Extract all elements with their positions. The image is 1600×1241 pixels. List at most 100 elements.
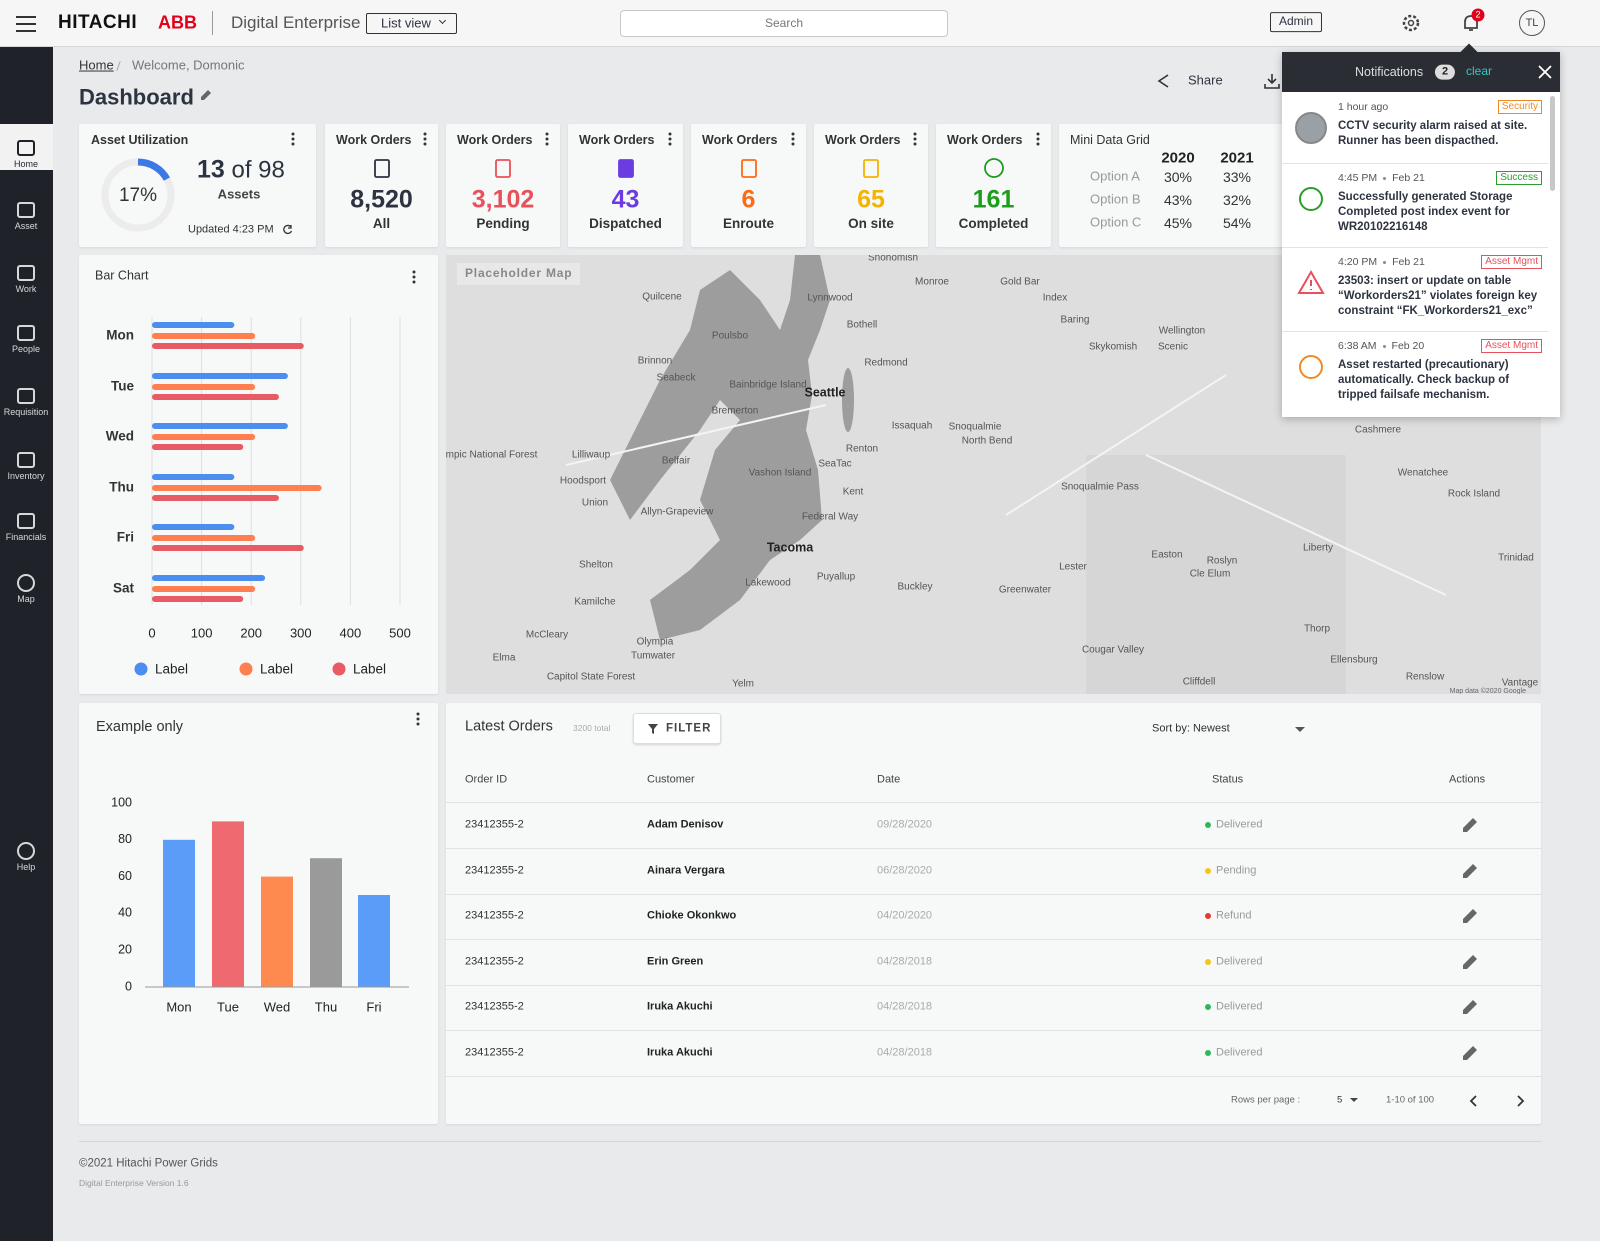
order-id: 23412355-2 — [465, 1001, 524, 1014]
edit-button[interactable] — [1462, 954, 1478, 970]
sidebar-icon[interactable] — [16, 138, 36, 158]
icon-shape — [17, 140, 35, 156]
share-button[interactable]: Share — [1188, 72, 1223, 88]
sidebar-label[interactable]: Financials — [5, 531, 47, 542]
order-date: 06/28/2020 — [877, 864, 933, 877]
view-label: List view — [381, 15, 431, 31]
edit-title-button[interactable] — [199, 88, 213, 102]
search-box[interactable]: Search — [620, 10, 948, 37]
map-place: Issaquah — [892, 421, 933, 432]
clear-button[interactable]: clear — [1466, 64, 1493, 79]
map-place: Lester — [1059, 562, 1087, 573]
more-menu[interactable] — [913, 132, 917, 146]
notification-tag: Asset Mgmt — [1481, 339, 1542, 353]
map-place: Bremerton — [712, 406, 759, 417]
dot — [668, 142, 672, 146]
work-order-card[interactable] — [936, 124, 1051, 247]
status: Refund — [1216, 909, 1252, 922]
work-order-icon — [863, 159, 879, 178]
gauge-label: 17% — [118, 185, 158, 207]
sidebar-label[interactable]: Help — [16, 861, 36, 872]
work-order-card[interactable] — [814, 124, 928, 247]
sort-select[interactable]: Sort by: Newest — [1152, 722, 1230, 735]
status: Delivered — [1216, 1046, 1263, 1059]
map-place: North Bend — [962, 436, 1013, 447]
edit-button[interactable] — [1462, 908, 1478, 924]
sidebar-icon[interactable] — [16, 450, 36, 470]
sidebar-label[interactable]: Inventory — [7, 470, 45, 481]
edit-button[interactable] — [1462, 1045, 1478, 1061]
edit-button[interactable] — [1462, 863, 1478, 879]
grid-cell: 33% — [1222, 168, 1252, 185]
menu-button[interactable] — [16, 14, 36, 32]
sidebar-label[interactable]: Work — [15, 283, 37, 294]
more-menu[interactable] — [545, 132, 549, 146]
sidebar-icon[interactable] — [16, 511, 36, 531]
breadcrumb-current: Welcome, Domonic — [132, 57, 245, 73]
map-place: Seabeck — [657, 373, 697, 384]
refresh-button[interactable] — [282, 224, 293, 235]
page-button[interactable] — [1515, 1094, 1526, 1108]
more-menu[interactable] — [412, 270, 416, 284]
time: 1 hour ago — [1338, 100, 1389, 113]
map-label: Placeholder Map — [457, 263, 581, 285]
pencil — [1463, 1000, 1477, 1015]
share-icon[interactable] — [1155, 72, 1173, 90]
breadcrumb-home[interactable]: Home — [79, 57, 114, 73]
map-place: Cle Elum — [1190, 569, 1231, 580]
sidebar-icon[interactable] — [16, 386, 36, 406]
avatar[interactable]: TL — [1519, 10, 1545, 36]
sidebar-icon[interactable] — [16, 573, 36, 593]
card-title: Asset Utilization — [91, 132, 189, 147]
page-button[interactable] — [1468, 1094, 1479, 1108]
sidebar-label[interactable]: People — [11, 343, 41, 354]
chevron — [1517, 1095, 1525, 1107]
separator — [1382, 344, 1386, 348]
edit-button[interactable] — [1462, 817, 1478, 833]
filter-button[interactable]: FILTER — [633, 713, 721, 744]
column-header: Date — [877, 773, 901, 786]
partner: ABB — [158, 12, 197, 33]
rows-per-page-label: Rows per page : — [1231, 1094, 1301, 1106]
notification-tag: Success — [1496, 171, 1542, 185]
map-place: Hoodsport — [560, 476, 606, 487]
work-order-label: Enroute — [722, 216, 775, 232]
map-place: Brinnon — [638, 356, 672, 367]
sidebar-icon[interactable] — [16, 263, 36, 283]
map-place: Skykomish — [1089, 342, 1137, 353]
more-menu[interactable] — [291, 132, 295, 146]
sidebar-label[interactable]: Map — [17, 593, 35, 604]
pencil — [1463, 1046, 1477, 1060]
work-order-card[interactable] — [446, 124, 560, 247]
role-button[interactable]: Admin — [1269, 12, 1323, 32]
column-header: Order ID — [465, 773, 508, 786]
work-order-card[interactable] — [691, 124, 806, 247]
dot — [791, 142, 795, 146]
more-menu[interactable] — [416, 712, 420, 726]
download-icon[interactable] — [1263, 72, 1281, 90]
sidebar-icon[interactable] — [16, 323, 36, 343]
map-place: Scenic — [1158, 342, 1188, 353]
sidebar-label[interactable]: Asset — [14, 220, 38, 231]
status: Delivered — [1216, 955, 1263, 968]
more-menu[interactable] — [791, 132, 795, 146]
sidebar-icon[interactable] — [16, 200, 36, 220]
more-menu[interactable] — [1036, 132, 1040, 146]
rows-per-page[interactable]: 5 — [1337, 1094, 1343, 1106]
view-select[interactable]: List view — [366, 13, 457, 34]
grid-row-label: Option B — [1090, 191, 1141, 207]
sidebar-label[interactable]: Home — [13, 158, 39, 169]
sidebar-icon[interactable] — [16, 841, 36, 861]
work-order-card[interactable] — [325, 124, 438, 247]
customer: Iruka Akuchi — [647, 1001, 713, 1014]
edit-button[interactable] — [1462, 999, 1478, 1015]
close-button[interactable] — [1538, 65, 1552, 79]
status: Delivered — [1216, 1001, 1263, 1014]
work-order-card[interactable] — [568, 124, 683, 247]
settings-button[interactable] — [1401, 13, 1421, 33]
order-id: 23412355-2 — [465, 818, 524, 831]
more-menu[interactable] — [668, 132, 672, 146]
sidebar-label[interactable]: Requisition — [3, 406, 49, 417]
map-place: Monroe — [915, 277, 949, 288]
more-menu[interactable] — [423, 132, 427, 146]
